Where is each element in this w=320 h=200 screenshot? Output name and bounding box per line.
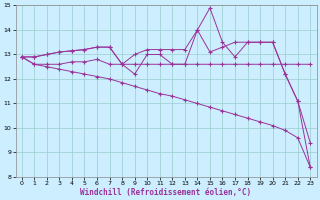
X-axis label: Windchill (Refroidissement éolien,°C): Windchill (Refroidissement éolien,°C) (80, 188, 252, 197)
